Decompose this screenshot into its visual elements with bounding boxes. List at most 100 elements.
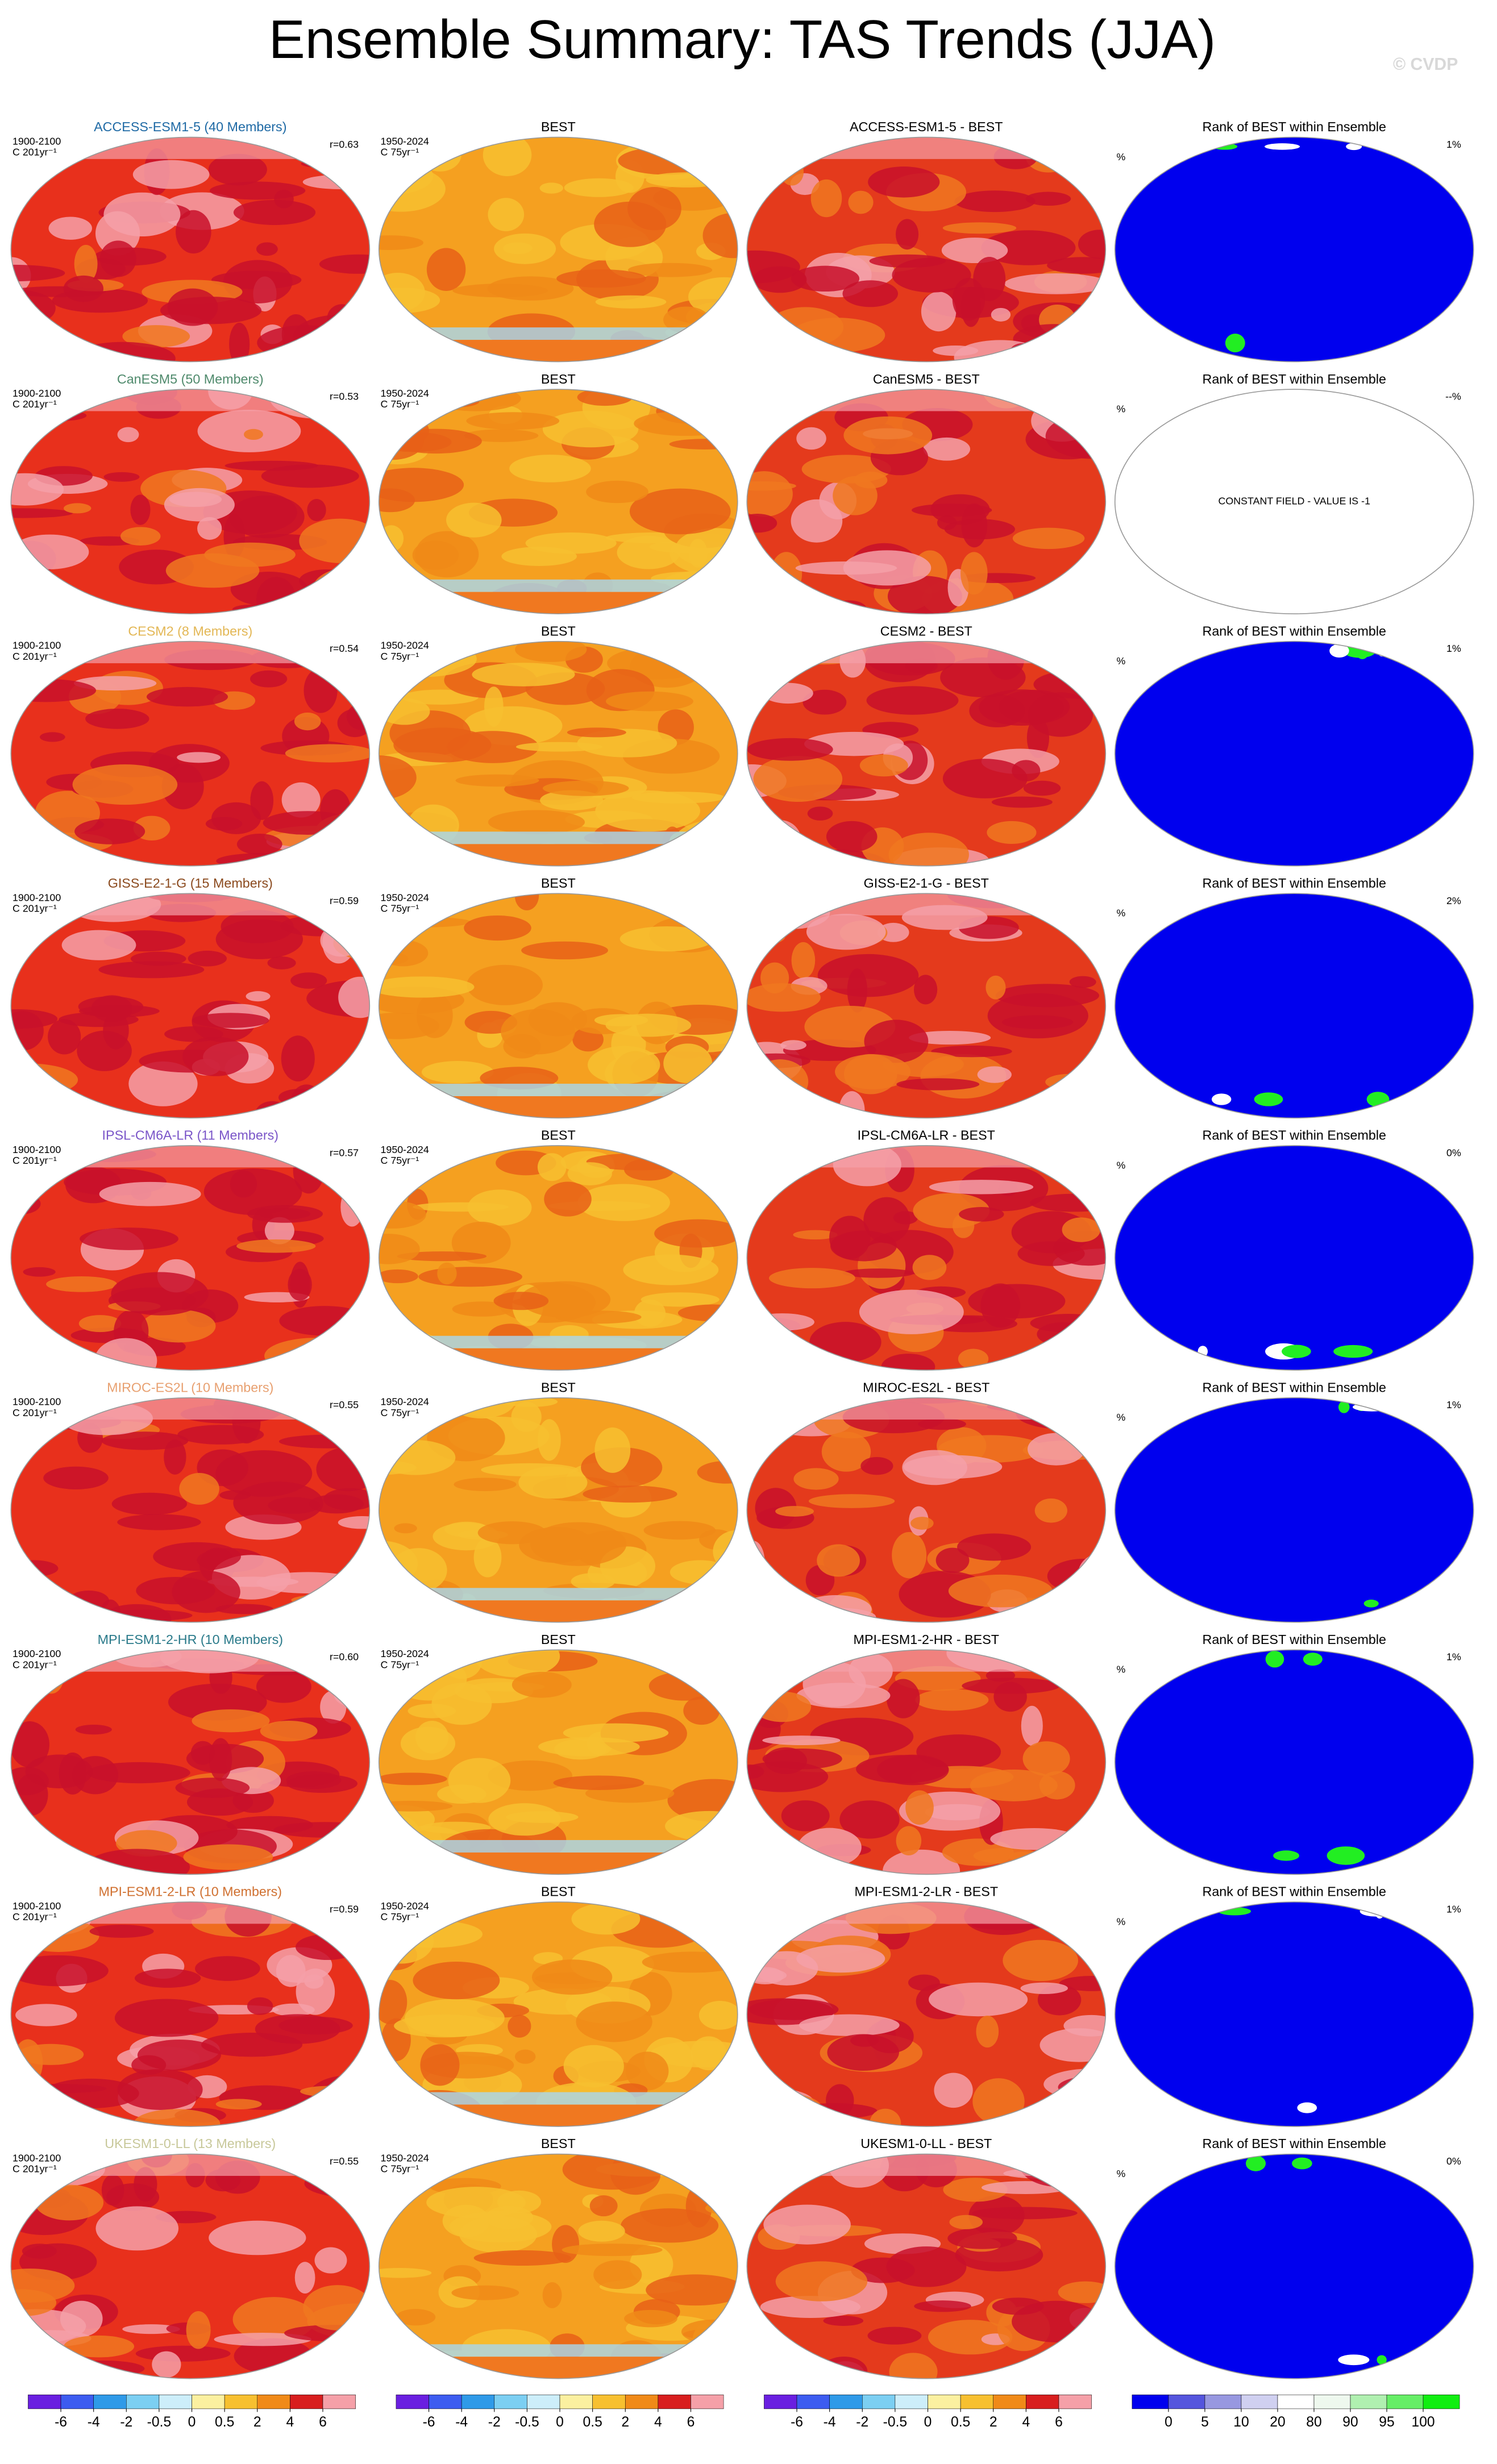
field-blob: [675, 819, 738, 859]
field-blob: [905, 1790, 934, 1825]
map: [11, 1397, 370, 1622]
field-blob: [577, 1184, 670, 1221]
rank-patch: [1273, 1850, 1300, 1861]
correlation: r=0.55: [330, 1399, 359, 1410]
colorbar-segment: [1386, 2394, 1424, 2409]
field-blob: [747, 2088, 814, 2118]
field-blob: [895, 1666, 981, 1691]
field-blob: [230, 1170, 257, 1198]
polar-band: [379, 2104, 738, 2127]
field-blob: [477, 1521, 547, 1545]
field-blob: [823, 2315, 864, 2326]
field-blob: [128, 1061, 198, 1106]
field-blob: [793, 1230, 838, 1240]
constant-note: CONSTANT FIELD - VALUE IS -1: [1219, 495, 1371, 506]
colorbar-label: 10: [1233, 2415, 1249, 2430]
field-blob: [272, 641, 301, 657]
diff-title: MIROC-ES2L - BEST: [863, 1380, 989, 1395]
map-outline: [1114, 640, 1474, 867]
correlation: r=0.53: [330, 391, 359, 402]
diff-title: IPSL-CM6A-LR - BEST: [858, 1128, 995, 1143]
colorbar-label: 100: [1411, 2415, 1434, 2430]
field-blob: [167, 288, 218, 326]
polar-band: [379, 1852, 738, 1875]
field-blob: [117, 1514, 201, 1530]
colorbar-segment: [396, 2394, 429, 2409]
map-outline: [378, 389, 738, 614]
field-blob: [32, 410, 87, 422]
field-blob: [186, 2311, 211, 2349]
rank-patch: [1265, 143, 1300, 150]
field-blob: [379, 917, 472, 928]
colorbar-segment: [895, 2394, 928, 2409]
field-blob: [11, 2329, 52, 2350]
field-blob: [313, 565, 370, 611]
field-blob: [747, 1087, 794, 1098]
field-blob: [747, 471, 793, 517]
field-blob: [379, 525, 404, 552]
field-blob: [1020, 1982, 1068, 1994]
field-blob: [915, 1689, 989, 1711]
field-blob: [820, 2357, 868, 2379]
map: [747, 893, 1106, 1118]
field-blob: [415, 531, 479, 578]
field-blob: [64, 2335, 135, 2358]
field-blob: [1018, 1101, 1045, 1118]
obs-units: C 75yr⁻¹: [381, 1407, 419, 1418]
field-blob: [843, 416, 933, 455]
field-blob: [454, 1477, 517, 1491]
field-blob: [379, 1838, 411, 1875]
field-blob: [646, 2274, 738, 2306]
colorbar-segment: [257, 2394, 290, 2409]
colorbar-segment: [1277, 2394, 1315, 2409]
field-blob: [627, 187, 681, 231]
field-blob: [1034, 1498, 1067, 1523]
field-blob: [848, 190, 874, 214]
colorbar-label: 2: [253, 2415, 261, 2430]
field-blob: [663, 1043, 713, 1084]
field-blob: [278, 1434, 370, 1449]
field-blob: [806, 914, 886, 950]
field-blob: [190, 1741, 215, 1765]
field-blob: [488, 1803, 561, 1836]
field-blob: [1078, 230, 1106, 259]
map: [1115, 1397, 1474, 1622]
field-blob: [747, 514, 777, 533]
obs-title: BEST: [541, 1632, 576, 1647]
field-blob: [474, 1650, 560, 1678]
colorbar-segment: [993, 2394, 1026, 2409]
field-blob: [1003, 1650, 1055, 1665]
colorbar-segment: [1204, 2394, 1242, 2409]
diff-title: ACCESS-ESM1-5 - BEST: [850, 119, 1003, 134]
colorbar-label: 80: [1306, 2415, 1321, 2430]
map-outline: [10, 1145, 371, 1371]
colorbar-segment: [592, 2394, 626, 2409]
field-blob: [659, 893, 738, 905]
field-blob: [508, 2015, 531, 2038]
field-blob: [483, 137, 532, 177]
model-units: C 201yr⁻¹: [13, 147, 57, 158]
rank-patch: [1367, 900, 1394, 906]
field-blob: [648, 1671, 721, 1701]
field-blob: [256, 1670, 311, 1703]
field-blob: [883, 1849, 960, 1875]
rank-patch: [1329, 644, 1349, 658]
field-blob: [294, 2262, 315, 2294]
field-blob: [605, 1013, 692, 1037]
field-blob: [379, 235, 423, 250]
field-blob: [11, 1955, 109, 1987]
field-blob: [263, 811, 353, 835]
map: [11, 1146, 370, 1371]
field-blob: [89, 1925, 154, 1938]
field-blob: [493, 1292, 549, 1310]
map-background: [1115, 1901, 1474, 2127]
field-blob: [294, 712, 321, 731]
field-blob: [164, 1439, 186, 1475]
field-blob: [393, 855, 475, 866]
map: [747, 1146, 1106, 1371]
field-blob: [11, 1011, 44, 1051]
rank-value: 0%: [1446, 1147, 1461, 1158]
polar-band: [747, 137, 1106, 159]
field-blob: [594, 1427, 631, 1473]
field-blob: [1058, 2281, 1106, 2303]
